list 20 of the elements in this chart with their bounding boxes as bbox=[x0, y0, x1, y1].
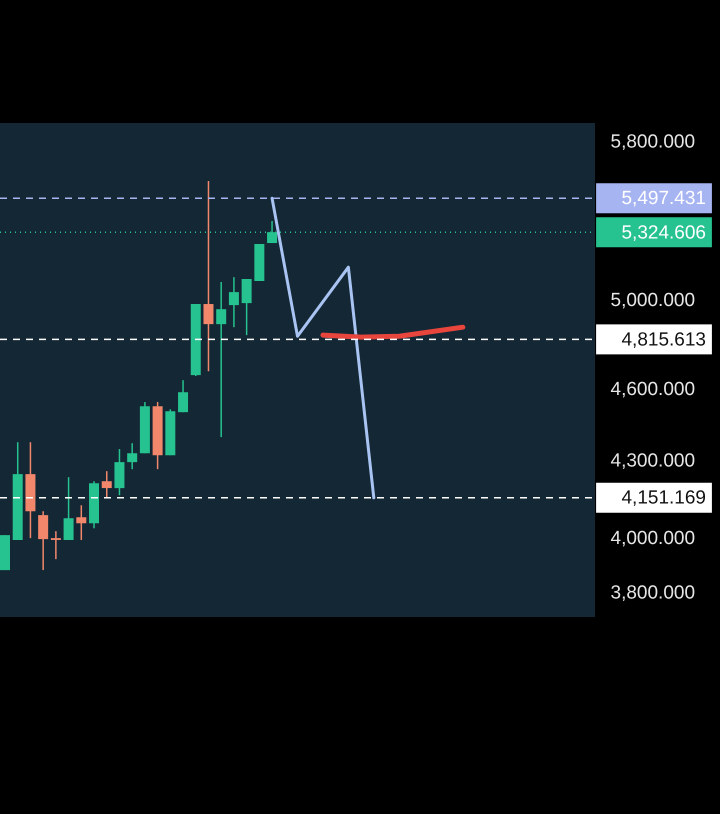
y-tick-label: 5,800.000 bbox=[610, 132, 696, 153]
y-tick-label: 5,000.000 bbox=[610, 290, 696, 311]
y-tick-label: 4,000.000 bbox=[610, 528, 696, 549]
ref-line-label: 4,151.169 bbox=[621, 488, 706, 509]
candlestick bbox=[216, 281, 226, 438]
candlestick bbox=[50, 530, 61, 560]
candlestick bbox=[178, 379, 188, 413]
ref-line-label: 4,815.613 bbox=[621, 329, 706, 350]
line-series bbox=[270, 196, 376, 500]
y-tick-label: 4,300.000 bbox=[610, 450, 696, 472]
y-tick-label: 3,800.000 bbox=[610, 582, 696, 604]
ref-line-label: 5,497.431 bbox=[621, 188, 706, 210]
ref-line-label: 5,324.606 bbox=[621, 222, 706, 244]
candlestick bbox=[76, 504, 86, 541]
candlestick bbox=[127, 442, 138, 470]
candlestick bbox=[228, 276, 239, 328]
y-tick-label: 4,600.000 bbox=[610, 378, 696, 400]
candlestick bbox=[102, 470, 112, 498]
candlestick bbox=[203, 180, 214, 372]
candlestick bbox=[64, 476, 74, 541]
